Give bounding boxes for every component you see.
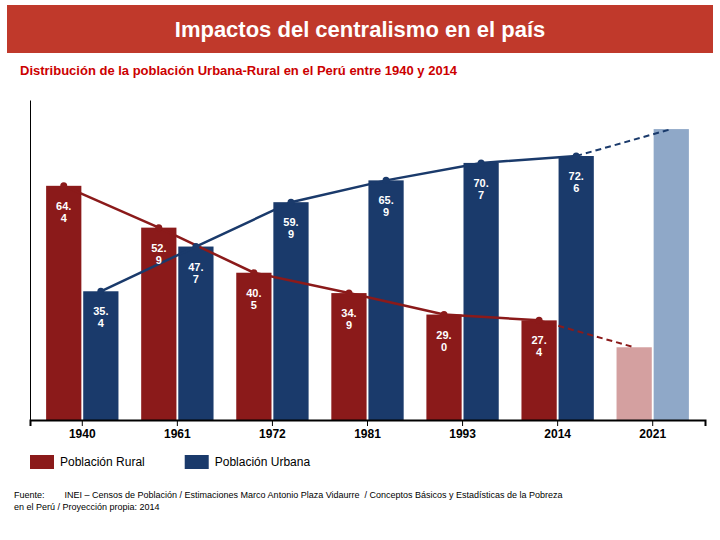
bar — [463, 163, 498, 420]
marker — [345, 290, 352, 297]
bar — [426, 315, 461, 420]
x-axis: 1940 1961 1972 1981 1993 2014 2021 — [31, 420, 706, 441]
chart: Impactos del centralismo en el país Distr… — [0, 0, 720, 540]
x-tick: 1981 — [354, 420, 381, 441]
marker — [60, 182, 67, 189]
x-axis-line — [31, 421, 706, 427]
data-label: 52.9 — [151, 242, 166, 266]
bar — [617, 347, 652, 420]
projection-line — [576, 129, 671, 156]
x-tick-mark — [462, 420, 463, 426]
legend-label: Población Urbana — [215, 455, 311, 469]
marker — [155, 224, 162, 231]
legend: Población Rural Población Urbana — [30, 455, 310, 469]
data-label: 64.4 — [56, 200, 71, 224]
bar — [521, 320, 556, 420]
marker — [536, 317, 543, 324]
marker — [441, 311, 448, 318]
bar — [46, 186, 81, 420]
line-series — [97, 129, 671, 295]
data-label: 70.7 — [473, 177, 488, 201]
data-label: 35.4 — [93, 305, 108, 329]
x-tick-mark — [272, 420, 273, 426]
line — [64, 186, 539, 321]
bar-series — [83, 129, 689, 420]
data-label: 29.0 — [436, 329, 451, 353]
bar — [559, 156, 594, 420]
legend-swatch — [30, 455, 54, 469]
bar — [368, 180, 403, 420]
bar — [236, 273, 271, 420]
subtitle: Distribución de la población Urbana-Rura… — [20, 63, 458, 78]
x-tick: 1940 — [69, 420, 96, 441]
line-series — [60, 182, 634, 347]
bar — [331, 293, 366, 420]
marker — [478, 159, 485, 166]
projection-line — [539, 320, 634, 347]
x-tick-label: 1972 — [259, 427, 286, 441]
source: Fuente: INEI – Censos de Población / Est… — [14, 490, 563, 512]
x-tick-label: 1961 — [164, 427, 191, 441]
bar — [83, 291, 118, 420]
data-label: 65.9 — [378, 194, 393, 218]
data-label: 40.5 — [246, 287, 261, 311]
bar — [141, 228, 176, 420]
x-tick-mark — [82, 420, 83, 426]
x-tick-label: 2021 — [639, 427, 666, 441]
x-tick-mark — [367, 420, 368, 426]
marker — [192, 243, 199, 250]
title: Impactos del centralismo en el país — [175, 17, 545, 42]
data-label: 72.6 — [569, 170, 584, 194]
x-tick-mark — [177, 420, 178, 426]
x-tick: 2021 — [639, 420, 666, 441]
marker — [250, 269, 257, 276]
x-tick-label: 1940 — [69, 427, 96, 441]
title-banner — [7, 5, 713, 53]
y-axis — [30, 101, 31, 421]
x-tick: 1972 — [259, 420, 286, 441]
x-tick: 1961 — [164, 420, 191, 441]
bar — [273, 202, 308, 420]
data-label: 47.7 — [188, 261, 203, 285]
x-tick: 2014 — [544, 420, 571, 441]
legend-item: Población Urbana — [185, 455, 311, 469]
legend-swatch — [185, 455, 209, 469]
legend-label: Población Rural — [60, 455, 145, 469]
marker — [97, 288, 104, 295]
line — [101, 156, 576, 291]
x-tick-mark — [652, 420, 653, 426]
marker — [287, 199, 294, 206]
data-label: 34.9 — [341, 307, 356, 331]
plot-area — [46, 129, 689, 420]
x-tick-mark — [557, 420, 558, 426]
marker — [383, 177, 390, 184]
data-label: 59.9 — [283, 216, 298, 240]
y-axis-line — [30, 101, 31, 421]
data-labels: 64.4 52.9 40.5 34.9 29.0 27.4 35.4 47.7 59.9 65.9… — [56, 170, 584, 358]
legend-item: Población Rural — [30, 455, 145, 469]
x-tick-label: 1993 — [449, 427, 476, 441]
x-tick: 1993 — [449, 420, 476, 441]
bar — [654, 129, 689, 420]
data-label: 27.4 — [531, 334, 546, 358]
x-tick-label: 2014 — [544, 427, 571, 441]
marker — [573, 153, 580, 160]
x-tick-label: 1981 — [354, 427, 381, 441]
bar — [178, 247, 213, 420]
